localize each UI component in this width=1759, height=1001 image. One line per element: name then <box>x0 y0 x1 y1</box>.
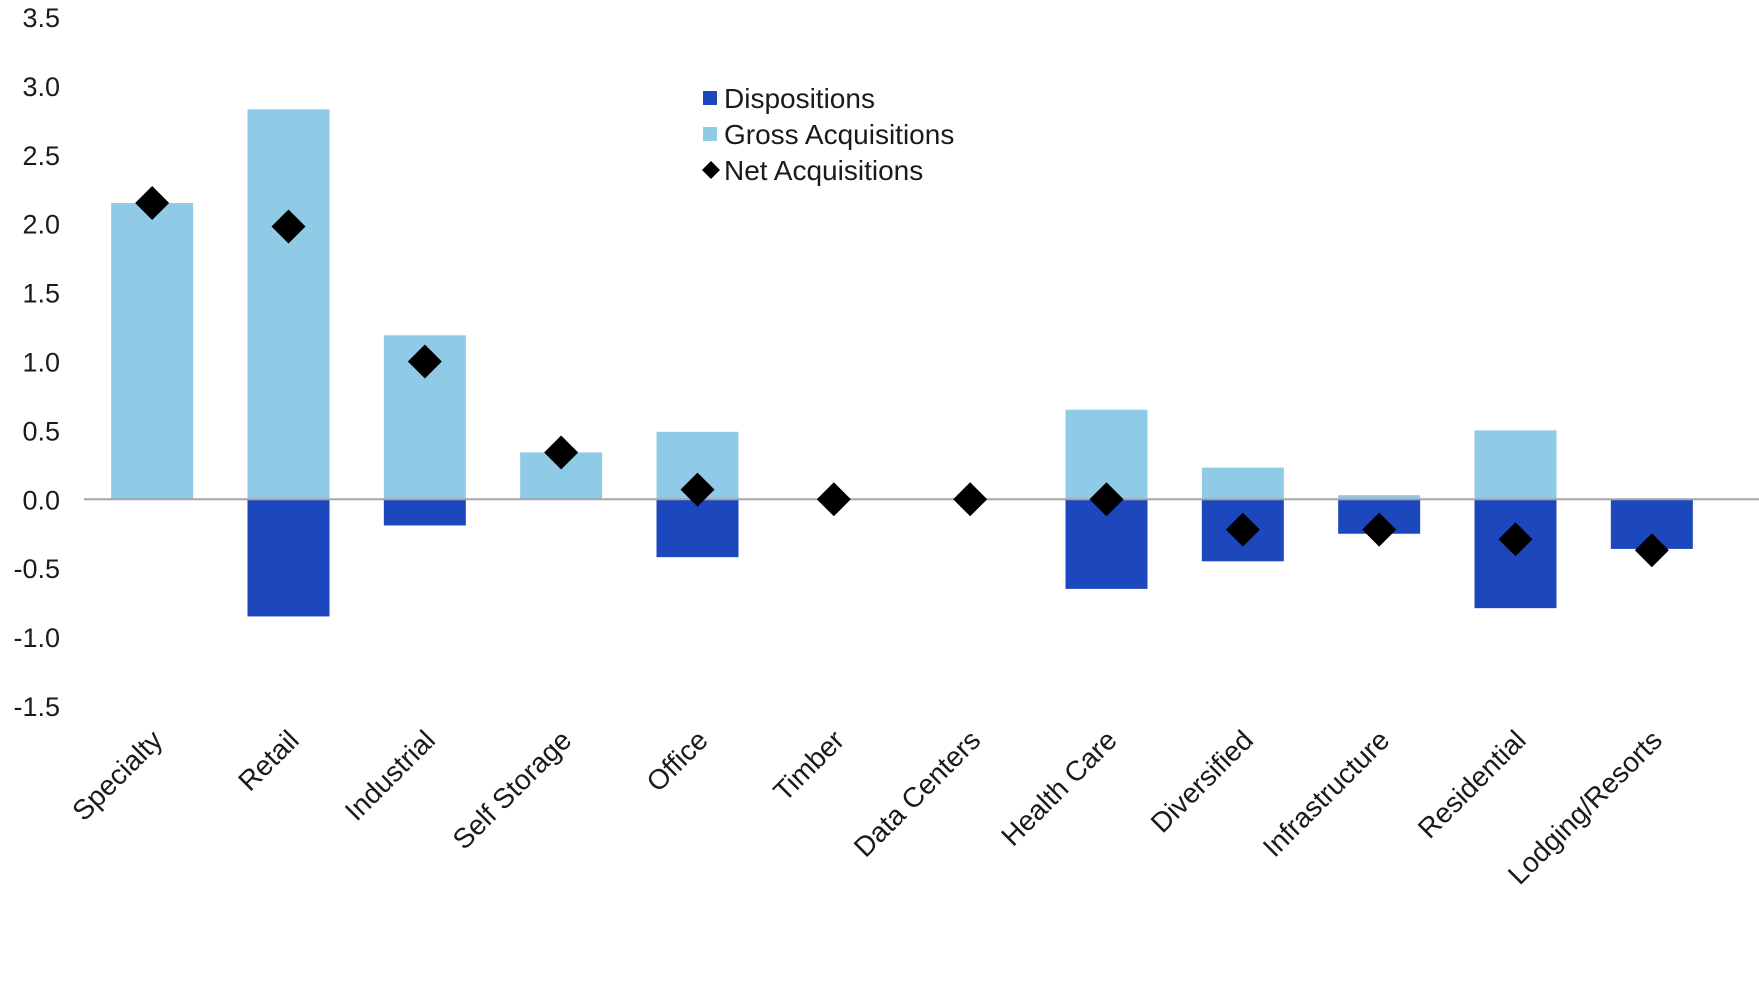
x-category-label: Timber <box>767 724 850 807</box>
x-category-label: Specialty <box>66 724 168 826</box>
gross-acquisitions-bar <box>111 203 194 500</box>
net-acquisitions-marker <box>680 472 715 507</box>
dispositions-bar <box>656 499 739 558</box>
y-tick-label: 1.0 <box>22 348 60 378</box>
x-axis-category-labels: Specialty Retail Industrial Self Storage Off… <box>66 724 1668 890</box>
net-acquisitions-marker <box>1634 533 1669 568</box>
legend-square-swatch <box>703 91 717 105</box>
y-tick-label: 0.5 <box>22 416 60 446</box>
net-acquisitions-marker <box>407 344 442 379</box>
x-category-label: Self Storage <box>447 724 578 855</box>
legend-label: Net Acquisitions <box>724 155 923 186</box>
x-category-label: Diversified <box>1145 724 1259 838</box>
x-category-label: Data Centers <box>848 724 987 863</box>
x-category-label: Retail <box>232 724 305 797</box>
legend-label: Gross Acquisitions <box>724 119 954 150</box>
y-axis-tick-labels: 3.5 3.0 2.5 2.0 1.5 1.0 0.5 0.0 -0.5 -1.0 -1.5 <box>13 3 60 722</box>
x-category-label: Office <box>640 724 713 797</box>
chart-legend: Dispositions Gross Acquisitions Net Acquis… <box>702 83 954 186</box>
y-tick-label: -1.5 <box>13 692 60 722</box>
y-tick-label: 3.5 <box>22 3 60 33</box>
net-acquisitions-marker <box>544 435 579 470</box>
y-tick-label: 2.5 <box>22 141 60 171</box>
net-acquisitions-marker <box>135 186 170 221</box>
y-tick-label: 3.0 <box>22 72 60 102</box>
legend-diamond-swatch <box>702 161 720 179</box>
x-category-label: Health Care <box>995 724 1123 852</box>
x-category-label: Residential <box>1412 724 1532 844</box>
gross-acquisitions-bar <box>1201 467 1284 500</box>
net-acquisitions-marker <box>816 482 851 517</box>
y-tick-label: 0.0 <box>22 485 60 515</box>
net-acquisitions-marker <box>1089 482 1124 517</box>
dispositions-bar <box>383 499 466 526</box>
gross-acquisitions-bar <box>247 109 330 500</box>
y-tick-label: -0.5 <box>13 554 60 584</box>
net-acquisitions-marker <box>953 482 988 517</box>
legend-label: Dispositions <box>724 83 875 114</box>
gross-acquisitions-bar <box>1474 430 1557 500</box>
legend-square-swatch <box>703 127 717 141</box>
net-acquisitions-markers <box>135 186 1669 568</box>
y-tick-label: 2.0 <box>22 210 60 240</box>
x-category-label: Industrial <box>339 724 441 826</box>
y-tick-label: -1.0 <box>13 623 60 653</box>
x-category-label: Infrastructure <box>1257 724 1396 863</box>
dispositions-bar <box>247 499 330 617</box>
net-acquisitions-marker <box>271 209 306 244</box>
gross-acquisitions-bar <box>1338 495 1421 500</box>
y-tick-label: 1.5 <box>22 279 60 309</box>
net-acquisitions-marker <box>1225 512 1260 547</box>
net-acquisitions-marker <box>1362 512 1397 547</box>
net-acquisitions-marker <box>1498 522 1533 557</box>
